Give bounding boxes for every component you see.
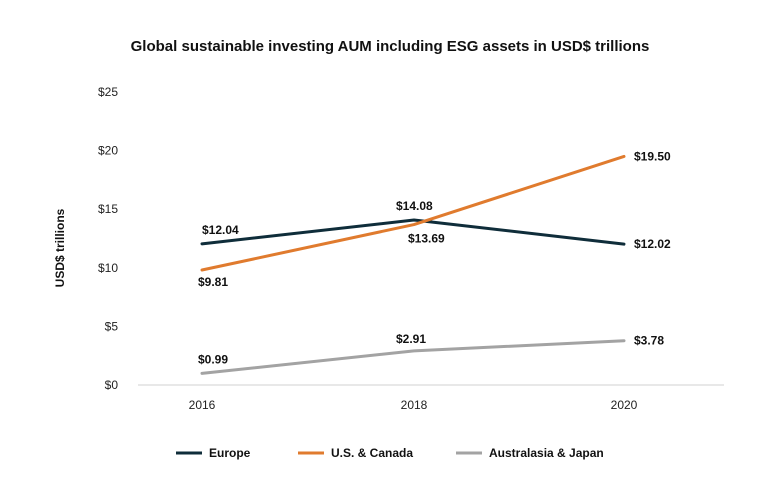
data-label: $12.02: [634, 237, 671, 251]
data-label: $3.78: [634, 334, 664, 348]
legend-label: U.S. & Canada: [331, 446, 413, 460]
legend: Europe U.S. & Canada Australasia & Japan: [176, 446, 604, 460]
series-line-0: [200, 218, 626, 246]
y-tick-label: $0: [105, 378, 119, 392]
x-tick-label: 2020: [611, 398, 638, 412]
series-line-1: [200, 154, 626, 272]
data-label: $9.81: [198, 275, 228, 289]
legend-label: Europe: [209, 446, 251, 460]
x-tick-label: 2016: [189, 398, 216, 412]
legend-item-1: U.S. & Canada: [298, 446, 413, 460]
data-label: $2.91: [396, 332, 426, 346]
chart-title: Global sustainable investing AUM includi…: [131, 38, 650, 55]
data-label: $13.69: [408, 232, 445, 246]
y-tick-label: $20: [98, 144, 118, 158]
data-label: $12.04: [202, 223, 239, 237]
y-tick-label: $25: [98, 85, 118, 99]
legend-item-2: Australasia & Japan: [456, 446, 604, 460]
y-tick-label: $5: [105, 319, 119, 333]
data-label: $0.99: [198, 352, 228, 366]
legend-label: Australasia & Japan: [489, 446, 604, 460]
y-axis-label: USD$ trillions: [53, 208, 67, 287]
y-tick-label: $10: [98, 261, 118, 275]
plot-area: $0 $5 $10 $15 $20 $25 2016 2018 2020 $12.04 $14.08…: [98, 85, 724, 412]
series-line-2: [200, 339, 626, 375]
y-tick-label: $15: [98, 202, 118, 216]
data-label: $19.50: [634, 149, 671, 163]
data-label: $14.08: [396, 199, 433, 213]
legend-item-0: Europe: [176, 446, 251, 460]
x-tick-label: 2018: [401, 398, 428, 412]
